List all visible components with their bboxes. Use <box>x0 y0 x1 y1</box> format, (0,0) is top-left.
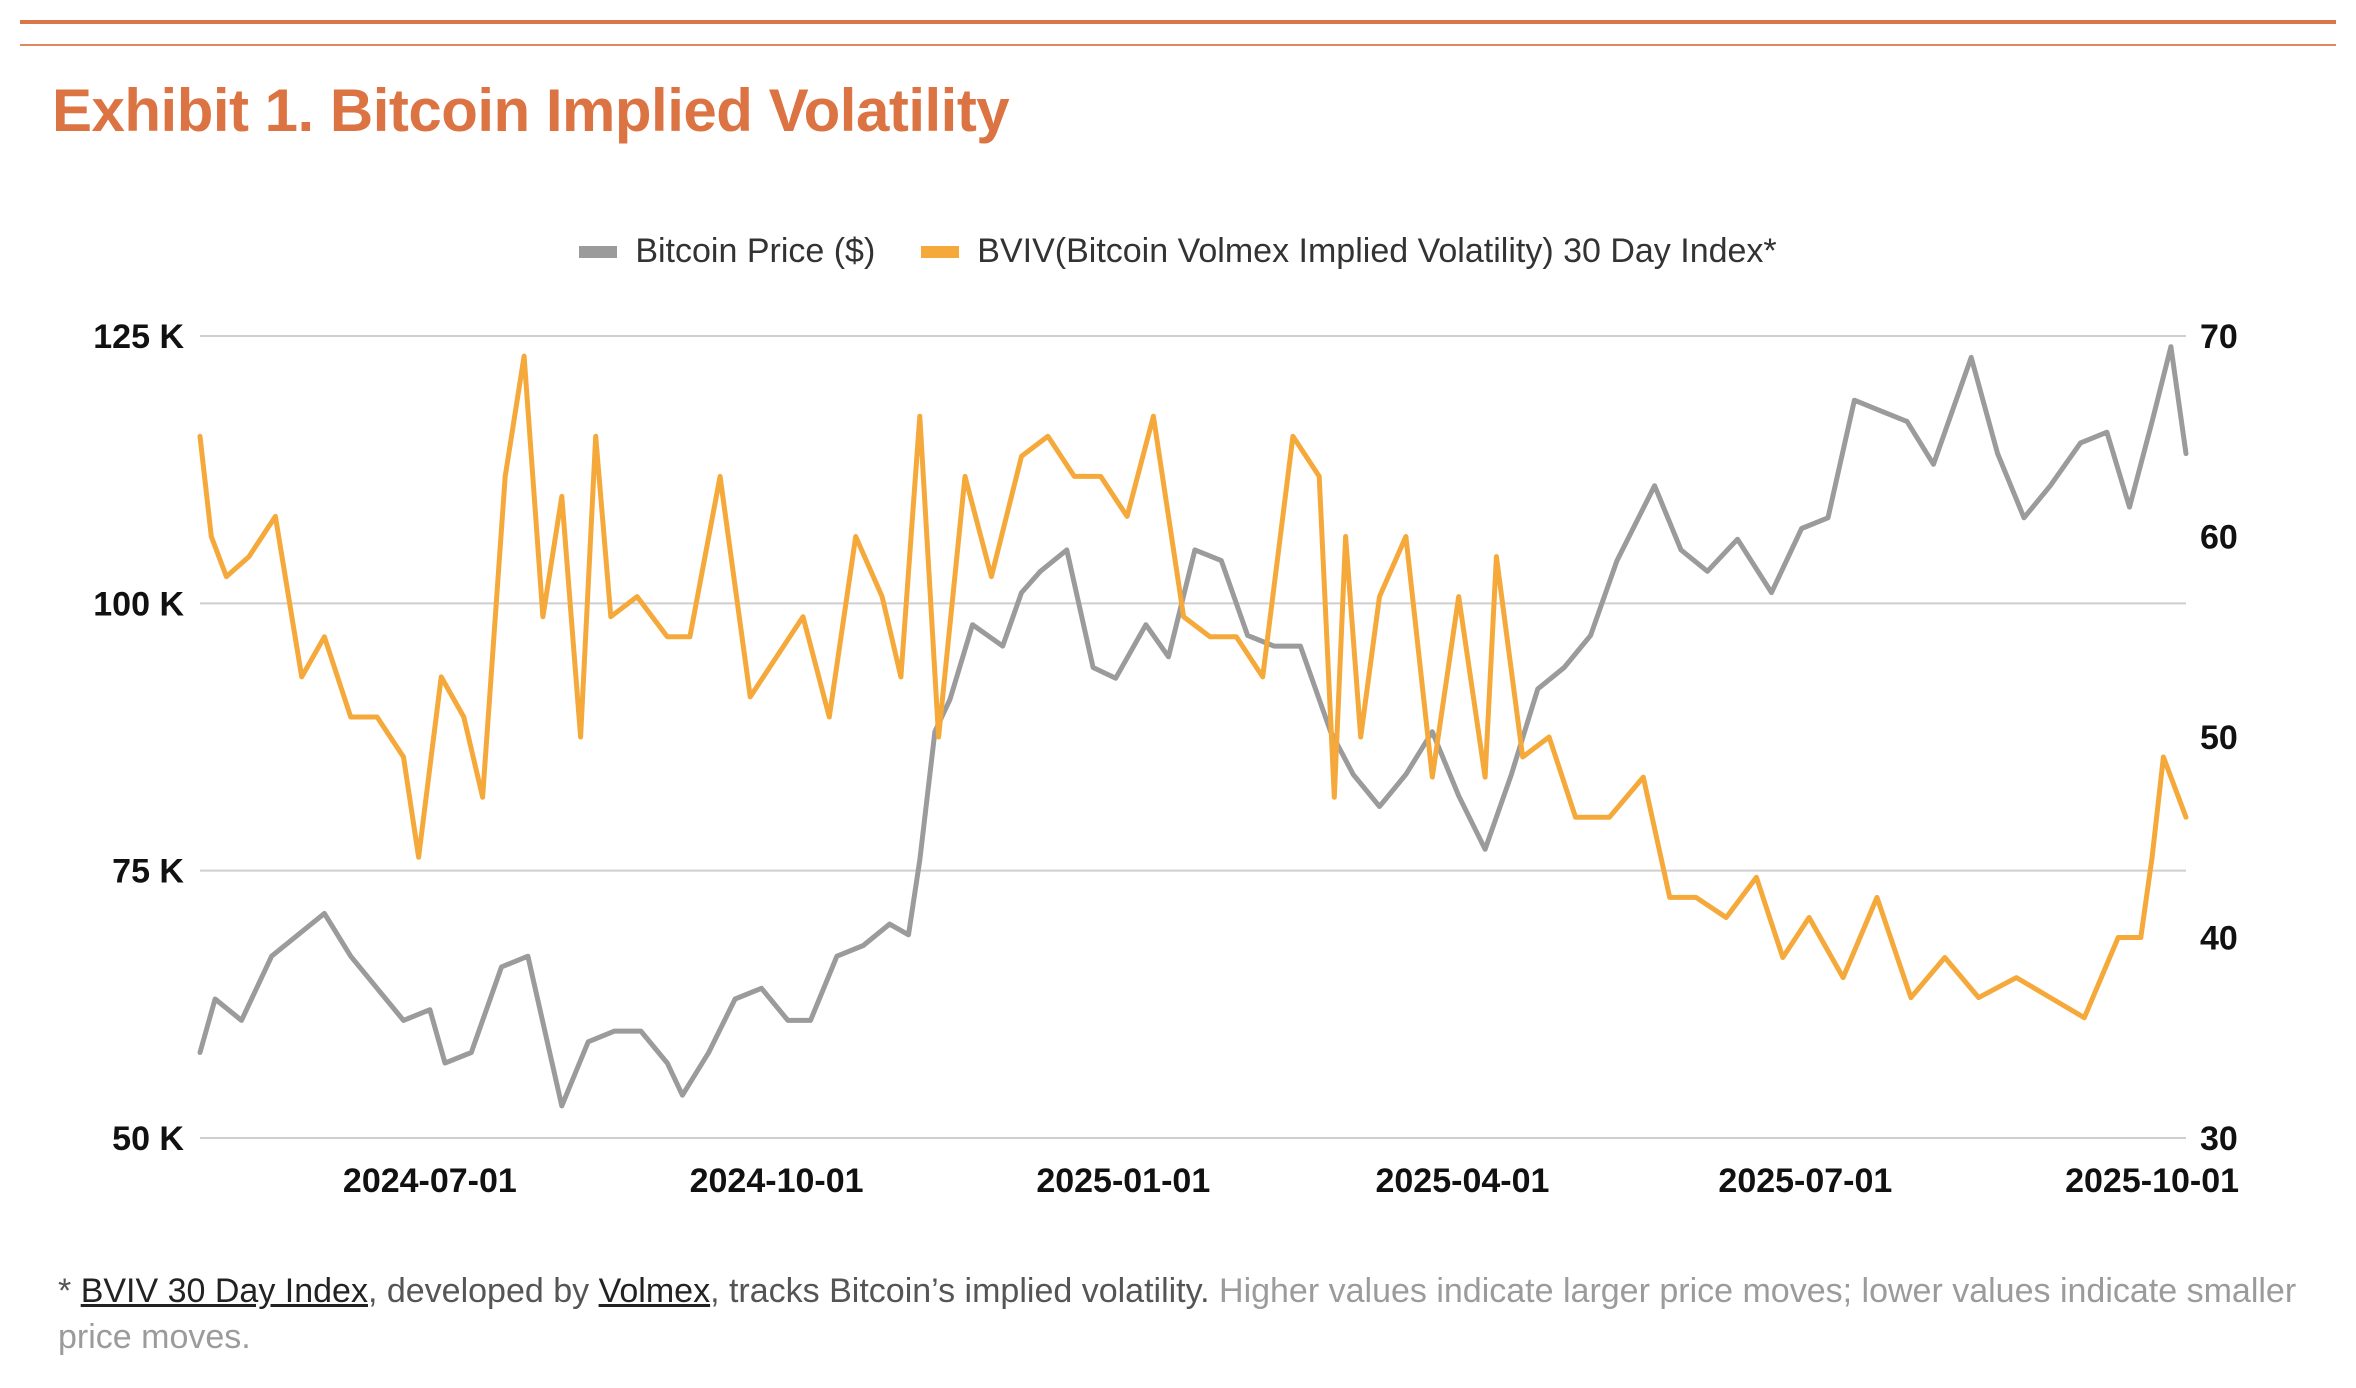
y-axis-right-labels: 30 40 50 60 70 <box>2200 318 2238 1158</box>
x-axis-labels: 2024-07-01 2024-10-01 2025-01-01 2025-04-01… <box>343 1162 2239 1200</box>
sub-rule <box>20 44 2336 46</box>
legend-swatch-price <box>579 245 618 258</box>
y-right-tick-label: 50 <box>2200 719 2238 757</box>
footnote-text-meaning: Higher values indicate larger price move… <box>58 1272 2297 1356</box>
line-chart: 50 K 75 K 100 K 125 K 30 40 50 60 70 2024-07-01… <box>93 318 2239 1200</box>
footnote-link-bviv[interactable]: BVIV 30 Day Index <box>80 1272 368 1310</box>
y-left-tick-label: 100 K <box>93 585 184 623</box>
y-right-tick-label: 40 <box>2200 920 2238 958</box>
footnote: * BVIV 30 Day Index, developed by Volmex… <box>58 1268 2298 1360</box>
footnote-link-volmex[interactable]: Volmex <box>598 1272 711 1310</box>
x-tick-label: 2025-10-01 <box>2065 1162 2239 1200</box>
series-line-bviv <box>197 353 2189 1021</box>
page-title: Exhibit 1. Bitcoin Implied Volatility <box>52 77 1010 144</box>
y-left-tick-label: 75 K <box>112 853 184 891</box>
legend-swatch-bviv <box>921 245 960 258</box>
y-left-tick-label: 50 K <box>112 1120 184 1158</box>
footnote-text-developed: , developed by <box>367 1272 599 1310</box>
y-right-tick-label: 60 <box>2200 519 2238 557</box>
series-lines <box>197 344 2189 1109</box>
legend-item-price: Bitcoin Price ($) <box>579 232 875 271</box>
x-tick-label: 2025-07-01 <box>1718 1162 1892 1200</box>
legend-item-bviv: BVIV(Bitcoin Volmex Implied Volatility) … <box>921 232 1777 271</box>
top-rule <box>20 20 2336 24</box>
legend-label-bviv: BVIV(Bitcoin Volmex Implied Volatility) … <box>977 232 1777 270</box>
x-tick-label: 2025-01-01 <box>1036 1162 1210 1200</box>
x-tick-label: 2024-07-01 <box>343 1162 517 1200</box>
footnote-asterisk: * <box>58 1272 81 1310</box>
gridlines <box>200 335 2186 1139</box>
x-tick-label: 2024-10-01 <box>690 1162 864 1200</box>
series-line-bitcoin-price <box>197 344 2189 1109</box>
footnote-text-tracks: , tracks Bitcoin’s implied volatility. <box>710 1272 1210 1310</box>
chart-legend: Bitcoin Price ($) BVIV(Bitcoin Volmex Im… <box>0 232 2356 271</box>
y-right-tick-label: 30 <box>2200 1120 2238 1158</box>
y-left-tick-label: 125 K <box>93 318 184 356</box>
y-axis-left-labels: 50 K 75 K 100 K 125 K <box>93 318 184 1158</box>
x-tick-label: 2025-04-01 <box>1375 1162 1549 1200</box>
y-right-tick-label: 70 <box>2200 318 2238 356</box>
legend-label-price: Bitcoin Price ($) <box>635 232 876 270</box>
